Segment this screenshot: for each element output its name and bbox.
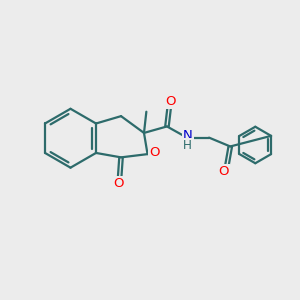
Text: O: O [218, 165, 229, 178]
Text: N: N [183, 129, 192, 142]
Text: O: O [165, 95, 176, 108]
Text: H: H [183, 140, 192, 152]
Text: O: O [113, 177, 123, 190]
Text: O: O [149, 146, 159, 159]
